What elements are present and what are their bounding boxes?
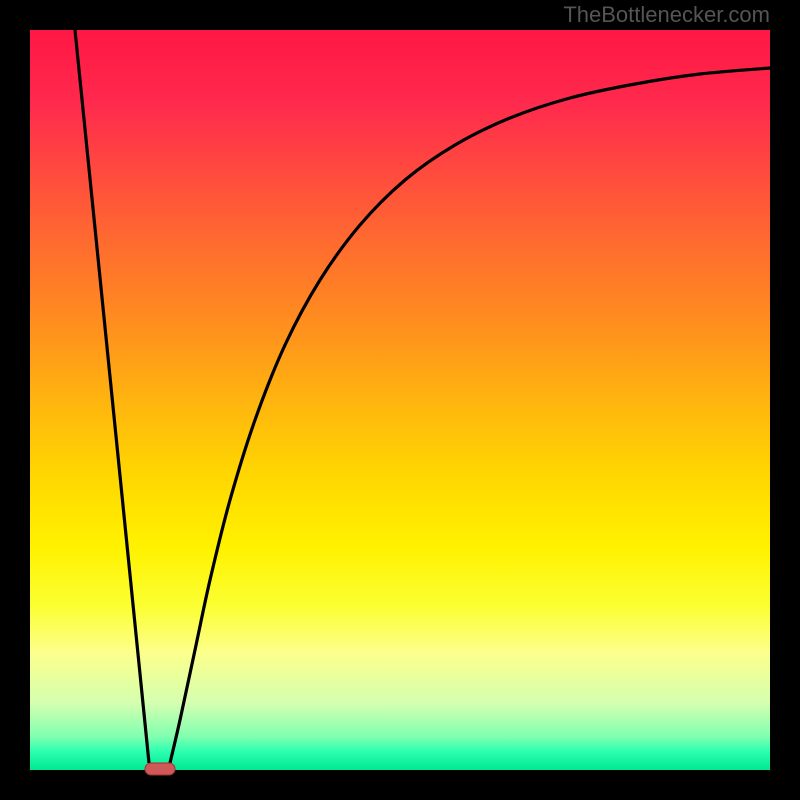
optimum-marker	[145, 763, 175, 775]
chart-svg: TheBottlenecker.com	[0, 0, 800, 800]
plot-background	[30, 30, 770, 770]
watermark-label: TheBottlenecker.com	[563, 2, 770, 27]
bottleneck-chart: TheBottlenecker.com	[0, 0, 800, 800]
